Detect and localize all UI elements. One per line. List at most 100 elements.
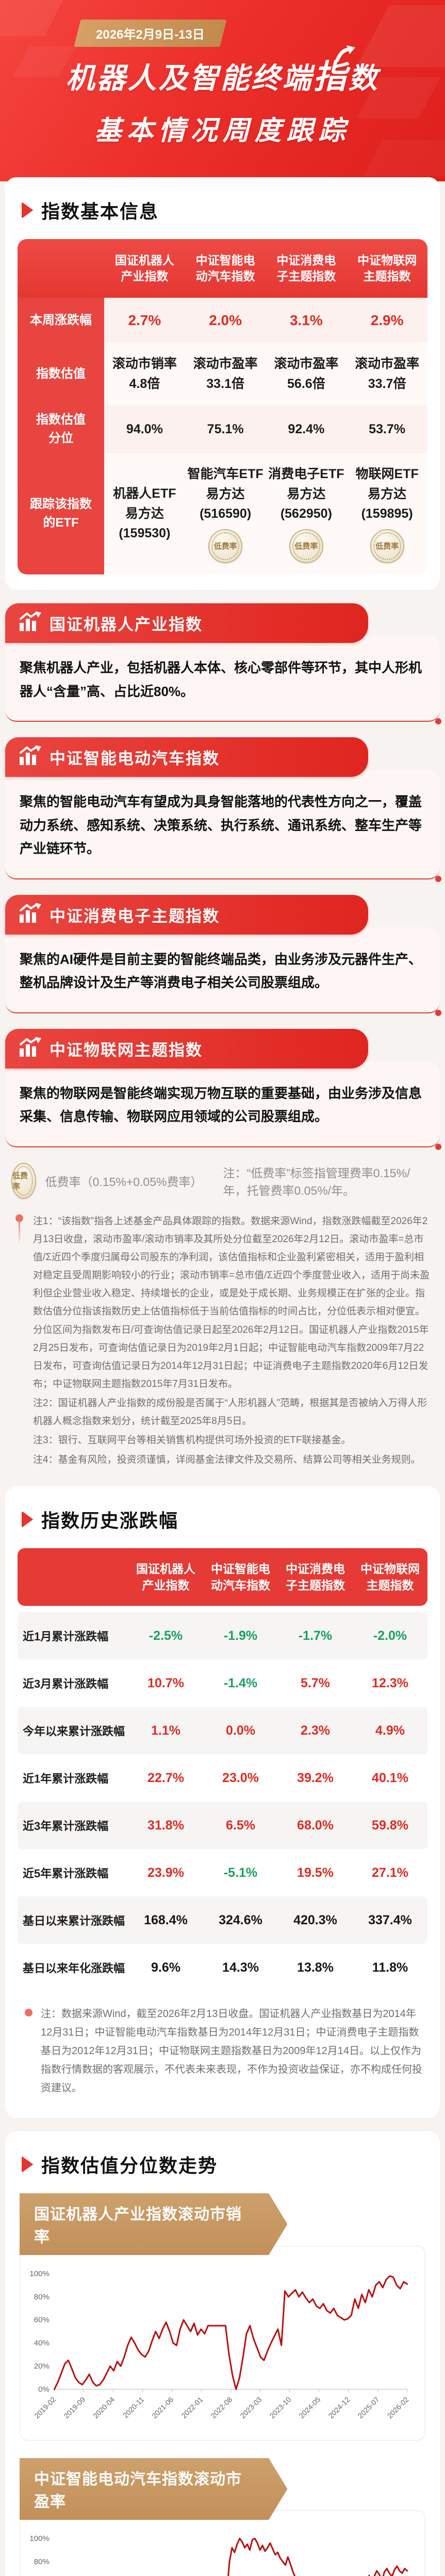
cell-value: 消费电子ETF 易方达 (562950) (268, 466, 344, 521)
section-history-title: 指数历史涨跌幅 (41, 1510, 179, 1531)
header-decoration (0, 0, 69, 36)
row-label: 基日以来年化涨跌幅 (23, 1962, 125, 1975)
table-cell: 19.5% (297, 1865, 334, 1880)
table-cell: 68.0% (297, 1818, 334, 1833)
table-cell: 消费电子ETF 易方达 (562950) 低费率 (266, 452, 347, 575)
index-description-card: 中证物联网主题指数 聚焦的物联网是智能终端实现万物互联的重要基础，由业务涉及信息采… (5, 1028, 441, 1150)
cell-value: 2.7% (128, 312, 161, 329)
table-row: 基日以来累计涨跌幅 168.4% 324.6% 420.3% 337.4% (18, 1896, 427, 1944)
basic-info-table: 国证机器人 产业指数 中证智能电 动汽车指数 中证消费电 子主题指数 中证物联网 主题… (18, 239, 427, 575)
table-cell: 11.8% (372, 1960, 408, 1975)
index-card-title: 中证智能电动汽车指数 (50, 750, 220, 768)
chart-card: 0%20%40%60%80%100%2014-122015-052015-092… (20, 2511, 425, 2576)
table-cell: 31.8% (147, 1818, 184, 1833)
x-tick-label: 2019-09 (62, 2395, 87, 2420)
index-card-body: 聚焦的物联网是智能终端实现万物互联的重要基础，由业务涉及信息采集、信息传输、物联… (5, 1061, 441, 1150)
lowfee-seal-icon: 低费率 (11, 1162, 36, 1199)
index-card-body: 聚焦的AI硬件是目前主要的智能终端品类，由业务涉及元器件生产、整机品牌设计及生产… (5, 927, 441, 1016)
row-label: 基日以来累计涨跌幅 (23, 1914, 125, 1928)
lowfee-seal-icon: 低费率 (370, 529, 404, 564)
up-arrow-icon (335, 45, 355, 62)
section-basic-info: 指数基本信息 国证机器人 产业指数 中证智能电 动汽车指数 中证消费电 子主题指数中… (5, 177, 440, 590)
cell-value: 智能汽车ETF 易方达 (516590) (187, 466, 263, 521)
y-tick-label: 60% (34, 2316, 50, 2325)
footnotes-block: 注1：“该指数”指各上述基金产品具体跟踪的指数。数据来源Wind，指数涨跌幅截至… (15, 1212, 432, 1469)
y-tick-label: 0% (38, 2385, 50, 2394)
table-body: 近1月累计涨跌幅 -2.5% -1.9% -1.7% -2.0% 近3月累计涨跌幅 10.7… (18, 1612, 427, 1992)
table-corner-cell (18, 1548, 128, 1606)
index-card-body: 聚焦的智能电动汽车有望成为具身智能落地的代表性方向之一，覆盖动力系统、感知系统、… (5, 770, 441, 882)
date-range-text: 2026年2月9日-13日 (96, 28, 205, 42)
table-cell: 0.0% (226, 1723, 255, 1738)
table-row: 指数估值 滚动市销率 4.8倍 滚动市盈率 33.1倍 滚动市盈率 56.6倍 滚动市盈… (18, 343, 427, 405)
row-label: 近3月累计涨跌幅 (23, 1677, 109, 1691)
table-cell: 324.6% (219, 1912, 262, 1927)
chart-arrow-icon (19, 1037, 41, 1060)
footnote-text: 注2：国证机器人产业指数的成份股是否属于“人形机器人”范畴，根据其是否被纳入万得… (33, 1398, 427, 1427)
cell-value: 滚动市盈率 33.7倍 (355, 357, 420, 392)
history-returns-table: 国证机器人 产业指数 中证智能电 动汽车指数 中证消费电 子主题指数 中证物联网 主题… (18, 1548, 427, 1992)
table-cell: 59.8% (372, 1818, 408, 1833)
cell-value: 2.0% (209, 312, 242, 329)
table-cell: 滚动市盈率 33.1倍 (185, 343, 266, 405)
y-tick-label: 20% (34, 2362, 50, 2370)
section-valuation-header: 指数估值分位数走势 (22, 2151, 427, 2178)
index-card-banner: 中证物联网主题指数 (5, 1028, 368, 1069)
x-tick-label: 2025-07 (356, 2395, 381, 2420)
table-cell: 23.0% (222, 1770, 259, 1785)
column-header: 中证消费电 子主题指数 (276, 253, 336, 283)
table-cell: 滚动市销率 4.8倍 (104, 343, 185, 405)
table-cell: 75.1% (185, 405, 266, 453)
x-tick-label: 2023-03 (238, 2395, 263, 2420)
table-cell: 2.7% (104, 298, 185, 343)
index-description-card: 中证消费电子主题指数聚焦的AI硬件是目前主要的智能终端品类，由业务涉及元器件生产… (5, 894, 441, 1016)
table-cell: 9.6% (151, 1960, 180, 1975)
lowfee-label: 低费率（0.15%+0.05%费率） (45, 1175, 203, 1189)
index-card-banner: 国证机器人产业指数 (5, 603, 368, 643)
chevron-right-icon (22, 1511, 33, 1528)
cell-value: 92.4% (288, 421, 325, 436)
table-cell: 420.3% (293, 1912, 337, 1927)
valuation-charts: 国证机器人产业指数滚动市销率 0% 20% 40% 60% 80% 100% 2019-02 2… (18, 2193, 427, 2576)
x-tick-label: 2023-10 (268, 2395, 293, 2420)
row-label: 本周涨跌幅 (18, 298, 104, 343)
column-header: 中证消费电 子主题指数 (286, 1562, 345, 1592)
chart-block: 中证智能电动汽车指数滚动市盈率0%20%40%60%80%100%2014-12… (20, 2458, 425, 2576)
table-cell: 1.1% (151, 1723, 180, 1738)
footnote-text: 注4：基金有风险，投资须谨慎，详阅基金法律文件及交易所、结算公司等相关业务规则。 (33, 1454, 421, 1465)
table-row: 指数估值 分位 94.0% 75.1% 92.4% 53.7% (18, 405, 427, 453)
column-header: 中证物联网 主题指数 (360, 1562, 420, 1592)
section-valuation-trend: 指数估值分位数走势 国证机器人产业指数滚动市销率 0% 20% 40% 60% 80% 10… (5, 2131, 440, 2576)
column-header: 国证机器人 产业指数 (114, 253, 174, 283)
x-tick-label: 2019-02 (32, 2395, 57, 2420)
table-row: 基日以来年化涨跌幅 9.6% 14.3% 13.8% 11.8% (18, 1944, 427, 1992)
x-tick-label: 2021-06 (150, 2395, 175, 2420)
index-description-card: 国证机器人产业指数 聚焦机器人产业，包括机器人本体、核心零部件等环节，其中人形机器… (5, 603, 441, 725)
table-cell: 2.9% (347, 298, 427, 343)
table-cell: 2.0% (185, 298, 266, 343)
column-header: 中证物联网 主题指数 (357, 253, 417, 283)
index-card-title: 中证消费电子主题指数 (50, 907, 220, 925)
row-label: 近3年累计涨跌幅 (23, 1820, 109, 1833)
row-label: 今年以来累计涨跌幅 (23, 1725, 125, 1738)
lowfee-seal-icon: 低费率 (208, 529, 243, 564)
table-cell: -2.5% (149, 1628, 183, 1643)
table-row: 本周涨跌幅 2.7% 2.0% 3.1% 2.9% (18, 298, 427, 343)
cell-value: 机器人ETF 易方达 (159530) (113, 486, 176, 541)
lowfee-note: 注：“低费率”标签指管理费率0.15%/年，托管费率0.05%/年。 (223, 1166, 410, 1197)
table-header-row: 国证机器人 产业指数 中证智能电 动汽车指数 中证消费电 子主题指数 中证物联网 主题… (18, 1548, 427, 1606)
cell-value: 75.1% (207, 421, 244, 436)
table-cell: 337.4% (368, 1912, 412, 1927)
lowfee-seal-icon: 低费率 (289, 529, 323, 564)
row-label: 近1月累计涨跌幅 (23, 1630, 109, 1643)
index-card-title: 国证机器人产业指数 (50, 616, 203, 634)
chart-arrow-icon (19, 903, 41, 926)
x-tick-label: 2020-04 (91, 2395, 116, 2420)
chart-arrow-icon (19, 612, 41, 635)
cell-value: 53.7% (369, 421, 406, 436)
section-basic-info-header: 指数基本信息 (22, 197, 427, 224)
table-cell: -1.9% (223, 1628, 258, 1643)
table-cell: 53.7% (347, 405, 427, 453)
row-label: 近5年累计涨跌幅 (23, 1867, 109, 1880)
table-cell: -5.1% (223, 1865, 258, 1880)
